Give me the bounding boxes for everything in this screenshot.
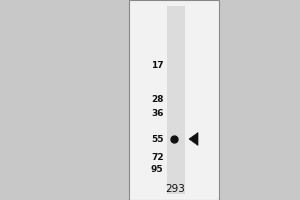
Polygon shape	[189, 133, 198, 145]
Text: 293: 293	[165, 184, 185, 194]
Text: 28: 28	[151, 95, 164, 104]
Text: 72: 72	[151, 152, 164, 162]
Text: 95: 95	[151, 164, 164, 173]
Bar	[129, 0, 219, 200]
Text: 36: 36	[151, 108, 164, 117]
Bar	[167, 6, 184, 194]
Text: 55: 55	[151, 134, 164, 144]
Text: 17: 17	[151, 62, 164, 71]
